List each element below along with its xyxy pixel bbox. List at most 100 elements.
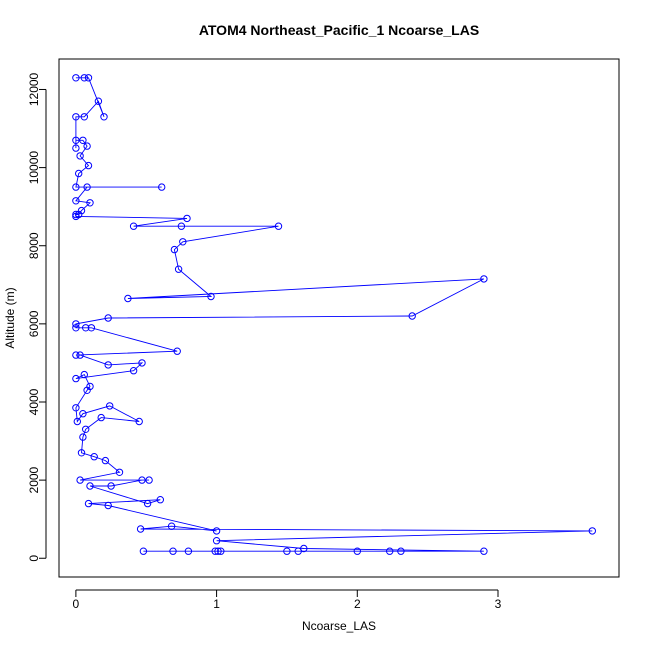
y-tick-label: 12000	[27, 72, 41, 106]
data-point	[107, 482, 115, 490]
data-point	[73, 417, 82, 426]
data-point	[77, 449, 86, 457]
plot-frame	[58, 58, 620, 578]
data-point	[101, 456, 110, 465]
y-tick-label: 0	[27, 555, 41, 562]
x-tick-label: 1	[213, 597, 220, 611]
y-axis: 0 2000 4000 6000 8000 10000 12000	[27, 72, 47, 562]
x-tick-label: 3	[495, 597, 502, 611]
data-point	[217, 547, 225, 555]
data-point	[72, 144, 80, 152]
data-point	[283, 547, 291, 555]
data-point	[173, 347, 181, 355]
y-tick-label: 6000	[27, 310, 41, 337]
series-line	[75, 77, 593, 552]
chart-title: ATOM4 Northeast_Pacific_1 Ncoarse_LAS	[199, 22, 479, 38]
data-point	[170, 245, 179, 254]
data-point	[353, 547, 361, 555]
data-point	[136, 525, 145, 533]
data-point	[115, 468, 124, 476]
y-tick-label: 8000	[27, 232, 41, 259]
data-point	[212, 537, 221, 545]
data-point	[135, 417, 143, 426]
data-point	[72, 404, 80, 412]
data-point	[79, 433, 87, 441]
data-point	[104, 361, 112, 369]
data-point	[86, 482, 94, 490]
data-point	[177, 222, 186, 230]
data-point	[82, 324, 90, 332]
data-point	[72, 197, 80, 205]
data-point	[138, 359, 146, 367]
data-point	[75, 169, 83, 178]
data-point	[72, 183, 80, 191]
data-point	[76, 351, 84, 359]
x-tick-label: 0	[73, 597, 80, 611]
data-point	[76, 476, 84, 484]
data-point	[72, 351, 80, 359]
data-point	[397, 547, 405, 555]
data-point	[145, 476, 153, 484]
data-point	[386, 547, 394, 555]
data-point	[588, 527, 596, 535]
data-point	[124, 294, 132, 303]
data-point	[72, 113, 80, 121]
x-axis-label: Ncoarse_LAS	[302, 619, 376, 633]
data-point	[77, 206, 86, 215]
data-point	[179, 238, 187, 246]
data-point	[274, 222, 283, 230]
data-point	[480, 547, 488, 555]
data-point	[184, 547, 193, 555]
data-point	[86, 199, 94, 207]
data-point	[129, 222, 138, 230]
data-point	[79, 136, 87, 145]
data-point	[97, 413, 105, 422]
data-point	[408, 312, 416, 320]
data-point	[72, 324, 80, 332]
data-point	[169, 547, 177, 555]
data-point	[84, 499, 93, 508]
data-point	[207, 292, 215, 301]
data-point	[214, 547, 222, 555]
data-point	[90, 453, 98, 461]
data-point	[212, 527, 221, 535]
data-point	[83, 183, 91, 191]
data-point	[167, 522, 176, 530]
y-axis-label: Altitude (m)	[3, 287, 17, 348]
data-point	[183, 214, 191, 223]
x-tick-label: 2	[354, 597, 361, 611]
data-point	[79, 410, 87, 418]
data-point	[87, 324, 96, 332]
data-point	[84, 161, 93, 170]
data-point	[80, 113, 89, 121]
data-point	[80, 370, 89, 379]
data-point	[94, 97, 103, 105]
y-tick-label: 10000	[27, 151, 41, 185]
data-point	[100, 113, 108, 121]
data-point	[72, 320, 80, 328]
y-tick-label: 2000	[27, 466, 41, 493]
data-point	[143, 499, 152, 508]
data-point	[480, 275, 488, 283]
data-point	[72, 210, 80, 219]
data-point	[211, 547, 219, 555]
data-point	[76, 152, 84, 160]
data-point	[84, 74, 93, 82]
data-point	[104, 501, 112, 510]
data-point	[83, 142, 91, 150]
data-point	[72, 136, 80, 145]
data-point	[174, 265, 183, 273]
data-point	[82, 425, 90, 433]
data-point	[300, 544, 308, 553]
data-point	[129, 367, 138, 375]
data-point	[156, 496, 165, 504]
data-point	[72, 374, 80, 383]
data-point	[104, 314, 112, 322]
data-point	[80, 74, 89, 82]
y-tick-label: 4000	[27, 388, 41, 415]
series-layer	[72, 74, 596, 555]
x-axis: 0 1 2 3	[73, 589, 502, 611]
data-point	[139, 547, 148, 555]
data-point	[72, 74, 80, 82]
